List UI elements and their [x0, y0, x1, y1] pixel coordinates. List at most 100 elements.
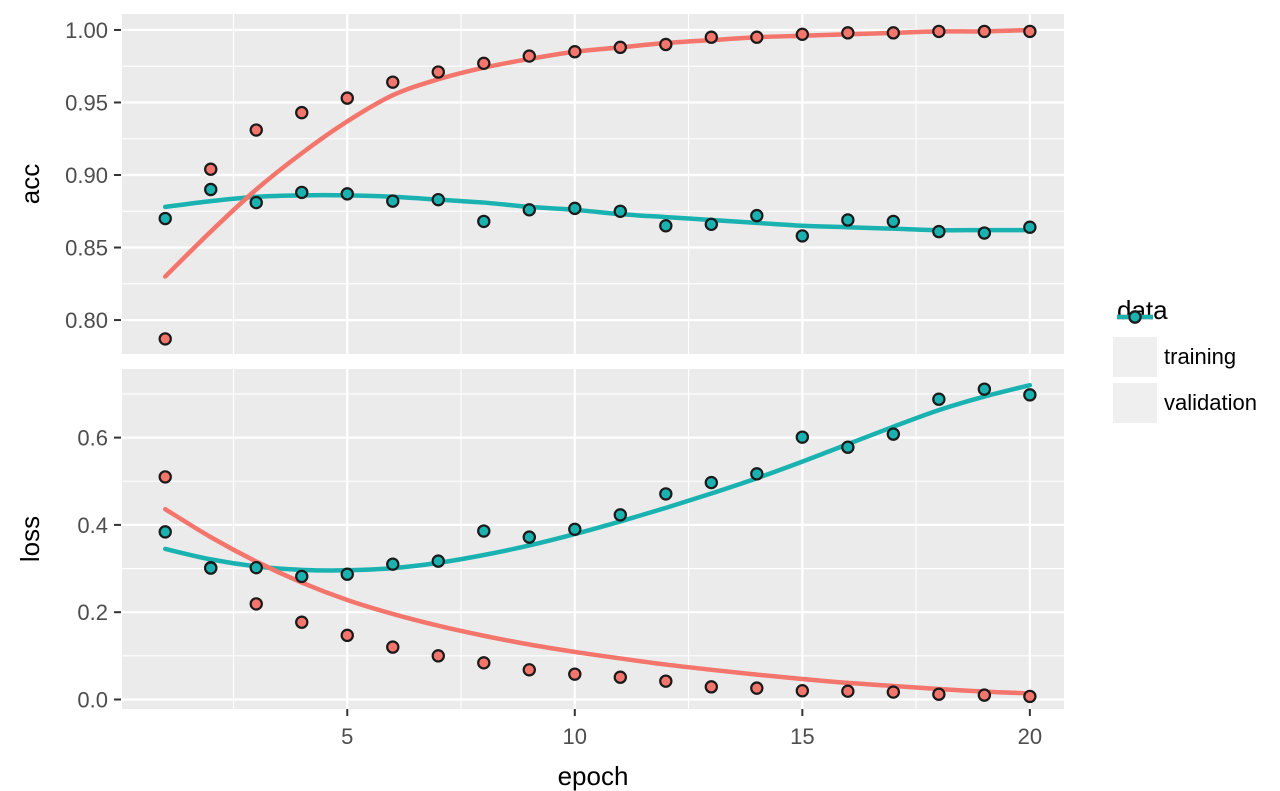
y-tick-label: 0.95 [65, 90, 108, 115]
y-tick-label: 0.6 [77, 426, 108, 451]
point-training [932, 687, 946, 701]
legend: data training validation [1113, 297, 1257, 429]
panel-background [122, 369, 1064, 709]
y-tick-label: 0.90 [65, 163, 108, 188]
point-training [477, 656, 491, 670]
point-training [932, 24, 946, 39]
point-validation [659, 219, 673, 233]
point-validation [704, 475, 719, 490]
point-training [750, 681, 764, 695]
point-validation [886, 214, 901, 229]
point-training [386, 75, 400, 89]
point-validation [522, 530, 536, 544]
point-training [249, 123, 263, 137]
legend-key-training-icon [1113, 310, 1157, 377]
smooth-line-training [162, 506, 1033, 696]
point-training [158, 332, 172, 346]
point-validation [522, 203, 536, 217]
point-training [249, 597, 263, 611]
point-training [204, 162, 218, 176]
point-validation [977, 382, 992, 396]
point-training [1023, 24, 1037, 39]
y-tick-label: 0.80 [65, 308, 108, 333]
point-validation [886, 427, 901, 441]
point-validation [204, 561, 218, 575]
point-validation [659, 487, 673, 501]
y-axis-title-acc: acc [15, 163, 45, 205]
point-validation [295, 185, 309, 200]
legend-label-training: training [1164, 344, 1237, 369]
legend-item-training: training [1113, 310, 1257, 377]
point-validation [340, 567, 354, 581]
point-training [977, 24, 992, 39]
point-training [659, 37, 673, 52]
point-training [522, 49, 536, 63]
y-tick-label: 0.0 [77, 687, 108, 712]
x-axis-title: epoch [557, 761, 629, 791]
point-training [795, 27, 810, 42]
point-validation [158, 525, 172, 539]
x-tick-label: 10 [563, 724, 587, 749]
point-validation [568, 201, 582, 216]
point-validation [613, 204, 628, 218]
point-training [295, 105, 309, 120]
point-validation [431, 554, 445, 568]
point-validation [295, 569, 309, 584]
point-training [704, 30, 719, 44]
point-validation [750, 467, 764, 481]
point-training [977, 688, 992, 702]
panel-acc [122, 14, 1064, 354]
point-training [886, 685, 901, 699]
point-validation [795, 430, 810, 444]
point-training [1023, 689, 1037, 704]
point-training [568, 45, 582, 59]
point-training [613, 40, 628, 55]
point-training [841, 26, 855, 40]
x-tick-label: 15 [790, 724, 814, 749]
point-training [522, 663, 536, 677]
point-training [795, 684, 810, 698]
point-validation [477, 214, 491, 229]
point-training [659, 674, 673, 688]
point-training [340, 628, 354, 643]
point-validation [340, 187, 354, 201]
point-validation [1023, 388, 1037, 402]
point-validation [249, 195, 263, 210]
point-validation [386, 557, 400, 571]
x-tick-label: 5 [341, 724, 353, 749]
point-validation [750, 208, 764, 223]
point-validation [204, 182, 218, 197]
panel-loss [122, 369, 1064, 709]
point-training [340, 91, 354, 105]
point-validation [431, 192, 445, 207]
point-training [613, 670, 628, 684]
point-validation [249, 560, 263, 575]
point-training [568, 667, 582, 681]
point-validation [1023, 220, 1037, 234]
point-validation [841, 213, 855, 227]
point-training [431, 65, 445, 79]
y-tick-label: 0.4 [77, 513, 108, 538]
point-training [750, 30, 764, 44]
smooth-line-validation [162, 382, 1033, 573]
point-training [704, 680, 719, 694]
point-validation [841, 440, 855, 454]
point-validation [613, 508, 628, 522]
point-training [158, 470, 172, 484]
point-training [477, 56, 491, 71]
point-validation [932, 224, 946, 239]
point-validation [795, 229, 810, 243]
point-validation [568, 522, 582, 536]
point-validation [158, 211, 172, 226]
point-validation [386, 194, 400, 208]
point-training [886, 26, 901, 40]
y-tick-label: 1.00 [65, 18, 108, 43]
x-tick-label: 20 [1018, 724, 1042, 749]
y-tick-label: 0.2 [77, 600, 108, 625]
panel-background [122, 14, 1064, 354]
point-training [386, 640, 400, 654]
y-axis-title-loss: loss [15, 515, 45, 563]
legend-key-validation-icon [1113, 310, 1157, 423]
